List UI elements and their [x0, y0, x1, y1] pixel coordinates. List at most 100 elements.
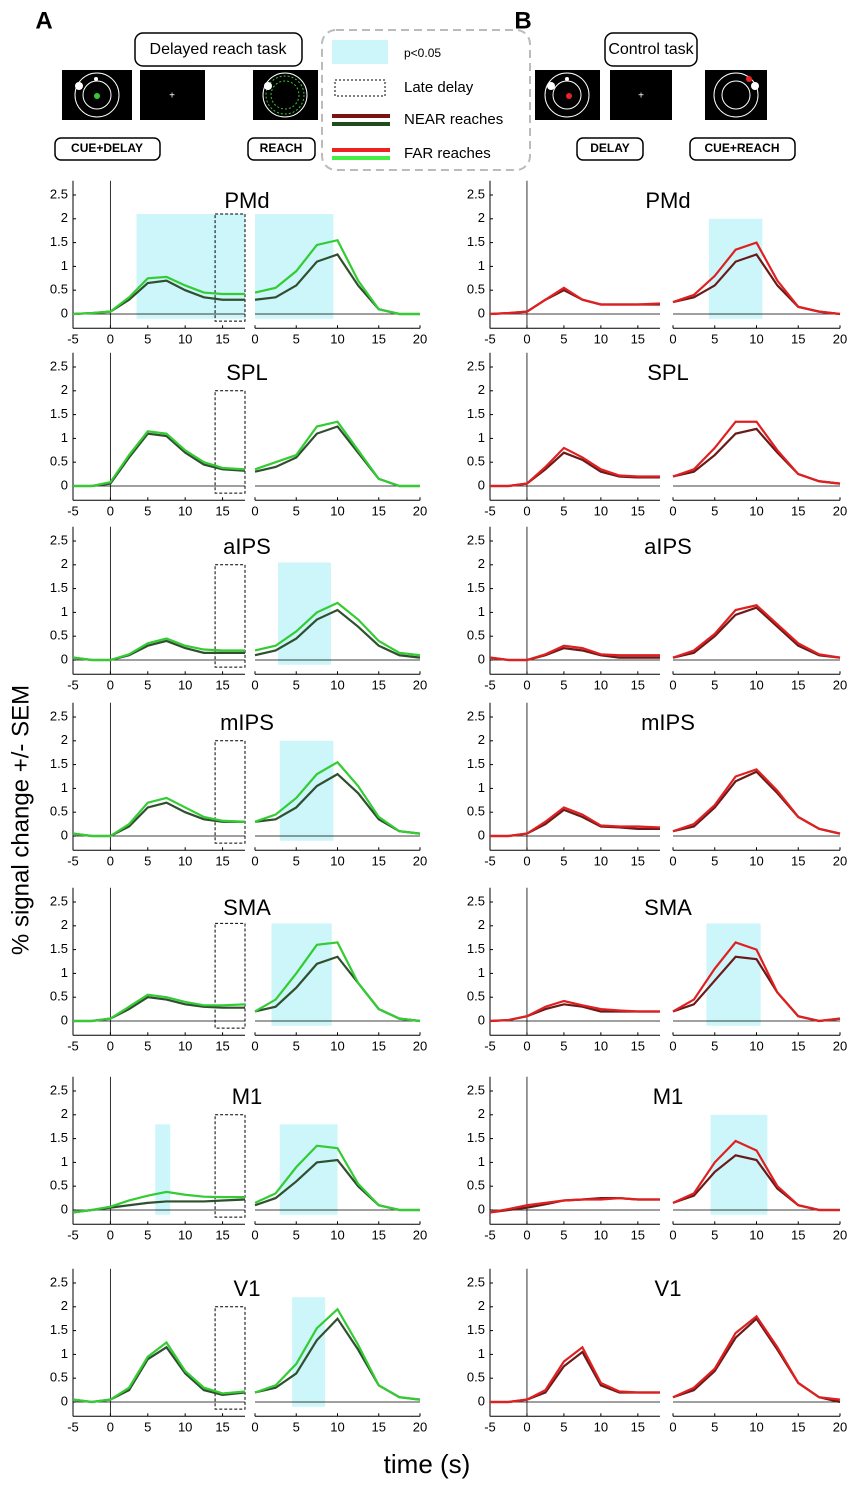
signal-line: [489, 646, 660, 662]
signal-line: [254, 238, 420, 316]
y-tick-label: 1: [478, 965, 485, 980]
y-tick-label: 2.5: [467, 532, 485, 547]
y-tick-label: 1: [61, 780, 68, 795]
x-tick-label: -5: [67, 504, 79, 519]
phase-box: [54, 137, 161, 161]
y-tick-label: 0.5: [50, 454, 68, 469]
x-tick-label: -5: [67, 332, 79, 347]
x-tick-label: 0: [523, 678, 530, 693]
x-tick-label: 15: [791, 1039, 805, 1054]
x-tick-label: 0: [523, 1039, 530, 1054]
significance-shade: [255, 214, 334, 319]
x-tick-label: 10: [749, 1420, 763, 1435]
signal-line: [254, 608, 421, 659]
x-tick-label: 0: [107, 332, 114, 347]
late-delay-box: [214, 1114, 246, 1218]
y-tick-label: 1: [478, 430, 485, 445]
x-tick-label: 15: [372, 332, 386, 347]
signal-line: [672, 241, 841, 316]
y-tick-label: 0.5: [467, 1370, 485, 1385]
y-tick-label: 0.5: [467, 454, 485, 469]
x-tick-label: 20: [833, 678, 847, 693]
x-tick-label: 15: [791, 504, 805, 519]
y-tick-label: 2.5: [50, 1274, 68, 1289]
x-tick-label: 20: [413, 504, 427, 519]
x-tick-label: 15: [215, 1228, 229, 1243]
x-tick-label: 10: [594, 678, 608, 693]
x-tick-label: 0: [107, 854, 114, 869]
y-tick-label: 2: [61, 732, 68, 747]
signal-line: [490, 1350, 660, 1404]
y-tick-label: 1.5: [467, 756, 485, 771]
significance-shade: [710, 1114, 768, 1215]
y-tick-label: 2: [478, 210, 485, 225]
legend-label: NEAR reaches: [404, 111, 503, 128]
phase-box: [576, 137, 644, 161]
y-tick-label: 2: [61, 210, 68, 225]
y-tick-label: 0: [61, 1201, 68, 1216]
panel-title: SMA: [223, 895, 271, 920]
signal-line: [672, 770, 841, 835]
y-tick-label: 0: [478, 305, 485, 320]
y-tick-label: 2: [61, 1106, 68, 1121]
y-tick-label: 2.5: [50, 1082, 68, 1097]
signal-line: [490, 806, 661, 838]
x-tick-label: 5: [144, 504, 151, 519]
y-tick-label: 2.5: [50, 358, 68, 373]
y-tick-label: 0: [478, 1012, 485, 1027]
y-tick-label: 1.5: [50, 756, 68, 771]
y-tick-label: 1.5: [467, 234, 485, 249]
x-tick-label: 15: [791, 678, 805, 693]
legend-swatch: [332, 40, 388, 64]
x-tick-label: 0: [523, 504, 530, 519]
legend-box: [321, 29, 531, 171]
x-tick-label: -5: [484, 854, 496, 869]
x-tick-label: 10: [178, 1039, 192, 1054]
x-tick-label: 15: [631, 1420, 645, 1435]
panel-label: A: [35, 7, 52, 34]
x-tick-label: 0: [523, 854, 530, 869]
x-tick-label: 0: [107, 504, 114, 519]
x-tick-label: 10: [749, 1039, 763, 1054]
x-tick-label: 20: [833, 854, 847, 869]
y-tick-label: 0.5: [50, 804, 68, 819]
signal-line: [489, 286, 661, 316]
y-tick-label: 2: [478, 556, 485, 571]
x-tick-label: 5: [293, 1039, 300, 1054]
phase-label: CUE+REACH: [704, 141, 779, 155]
signal-line: [72, 1345, 246, 1404]
y-tick-label: 0: [61, 651, 68, 666]
y-tick-label: 0.5: [467, 1178, 485, 1193]
y-tick-label: 0.5: [467, 804, 485, 819]
x-tick-label: 10: [330, 1420, 344, 1435]
x-tick-label: 15: [215, 1039, 229, 1054]
signal-line: [489, 1196, 660, 1214]
phase-label: REACH: [260, 141, 303, 155]
x-tick-label: 0: [251, 504, 258, 519]
legend-label: Late delay: [404, 79, 474, 96]
x-tick-label: 0: [669, 1228, 676, 1243]
y-tick-label: 1.5: [467, 406, 485, 421]
x-tick-label: 5: [144, 854, 151, 869]
panel-label: B: [514, 7, 531, 34]
y-tick-label: 2.5: [467, 1274, 485, 1289]
y-tick-label: 1.5: [50, 234, 68, 249]
x-tick-label: 10: [330, 678, 344, 693]
x-tick-label: 0: [251, 332, 258, 347]
x-tick-label: 5: [711, 504, 718, 519]
x-tick-label: -5: [484, 678, 496, 693]
x-tick-label: 10: [330, 854, 344, 869]
x-tick-label: -5: [67, 678, 79, 693]
x-tick-label: 10: [594, 1228, 608, 1243]
y-tick-label: 2.5: [50, 186, 68, 201]
panel-title: M1: [653, 1084, 684, 1109]
x-tick-label: 5: [560, 854, 567, 869]
x-tick-label: 0: [251, 678, 258, 693]
x-tick-label: 5: [560, 1228, 567, 1243]
significance-shade: [706, 923, 761, 1026]
y-tick-label: 0: [61, 305, 68, 320]
x-tick-label: 15: [791, 1420, 805, 1435]
x-tick-label: 20: [413, 854, 427, 869]
x-tick-label: 15: [215, 504, 229, 519]
x-tick-label: 15: [791, 1228, 805, 1243]
